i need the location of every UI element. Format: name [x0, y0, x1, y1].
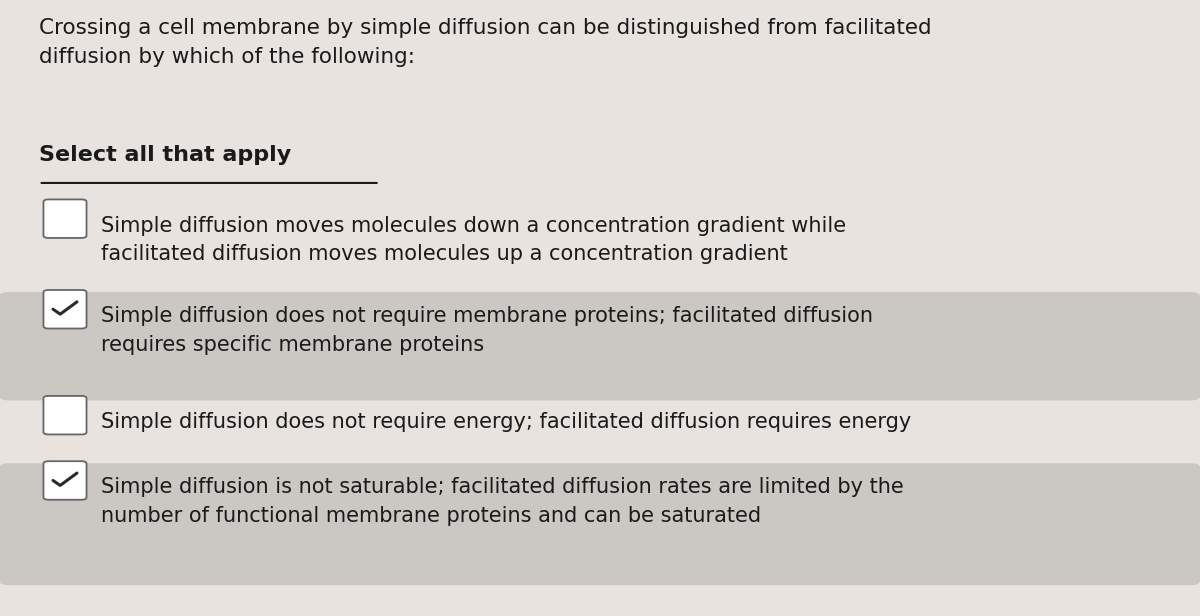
- Text: Crossing a cell membrane by simple diffusion can be distinguished from facilitat: Crossing a cell membrane by simple diffu…: [38, 18, 931, 67]
- FancyBboxPatch shape: [0, 292, 1200, 400]
- Text: Simple diffusion is not saturable; facilitated diffusion rates are limited by th: Simple diffusion is not saturable; facil…: [101, 477, 904, 526]
- Text: Simple diffusion does not require membrane proteins; facilitated diffusion
requi: Simple diffusion does not require membra…: [101, 306, 872, 355]
- FancyBboxPatch shape: [0, 463, 1200, 585]
- Text: Select all that apply: Select all that apply: [38, 145, 290, 164]
- FancyBboxPatch shape: [43, 396, 86, 434]
- FancyBboxPatch shape: [43, 200, 86, 238]
- Text: Simple diffusion moves molecules down a concentration gradient while
facilitated: Simple diffusion moves molecules down a …: [101, 216, 846, 264]
- FancyBboxPatch shape: [43, 290, 86, 328]
- FancyBboxPatch shape: [43, 461, 86, 500]
- Text: Simple diffusion does not require energy; facilitated diffusion requires energy: Simple diffusion does not require energy…: [101, 412, 911, 432]
